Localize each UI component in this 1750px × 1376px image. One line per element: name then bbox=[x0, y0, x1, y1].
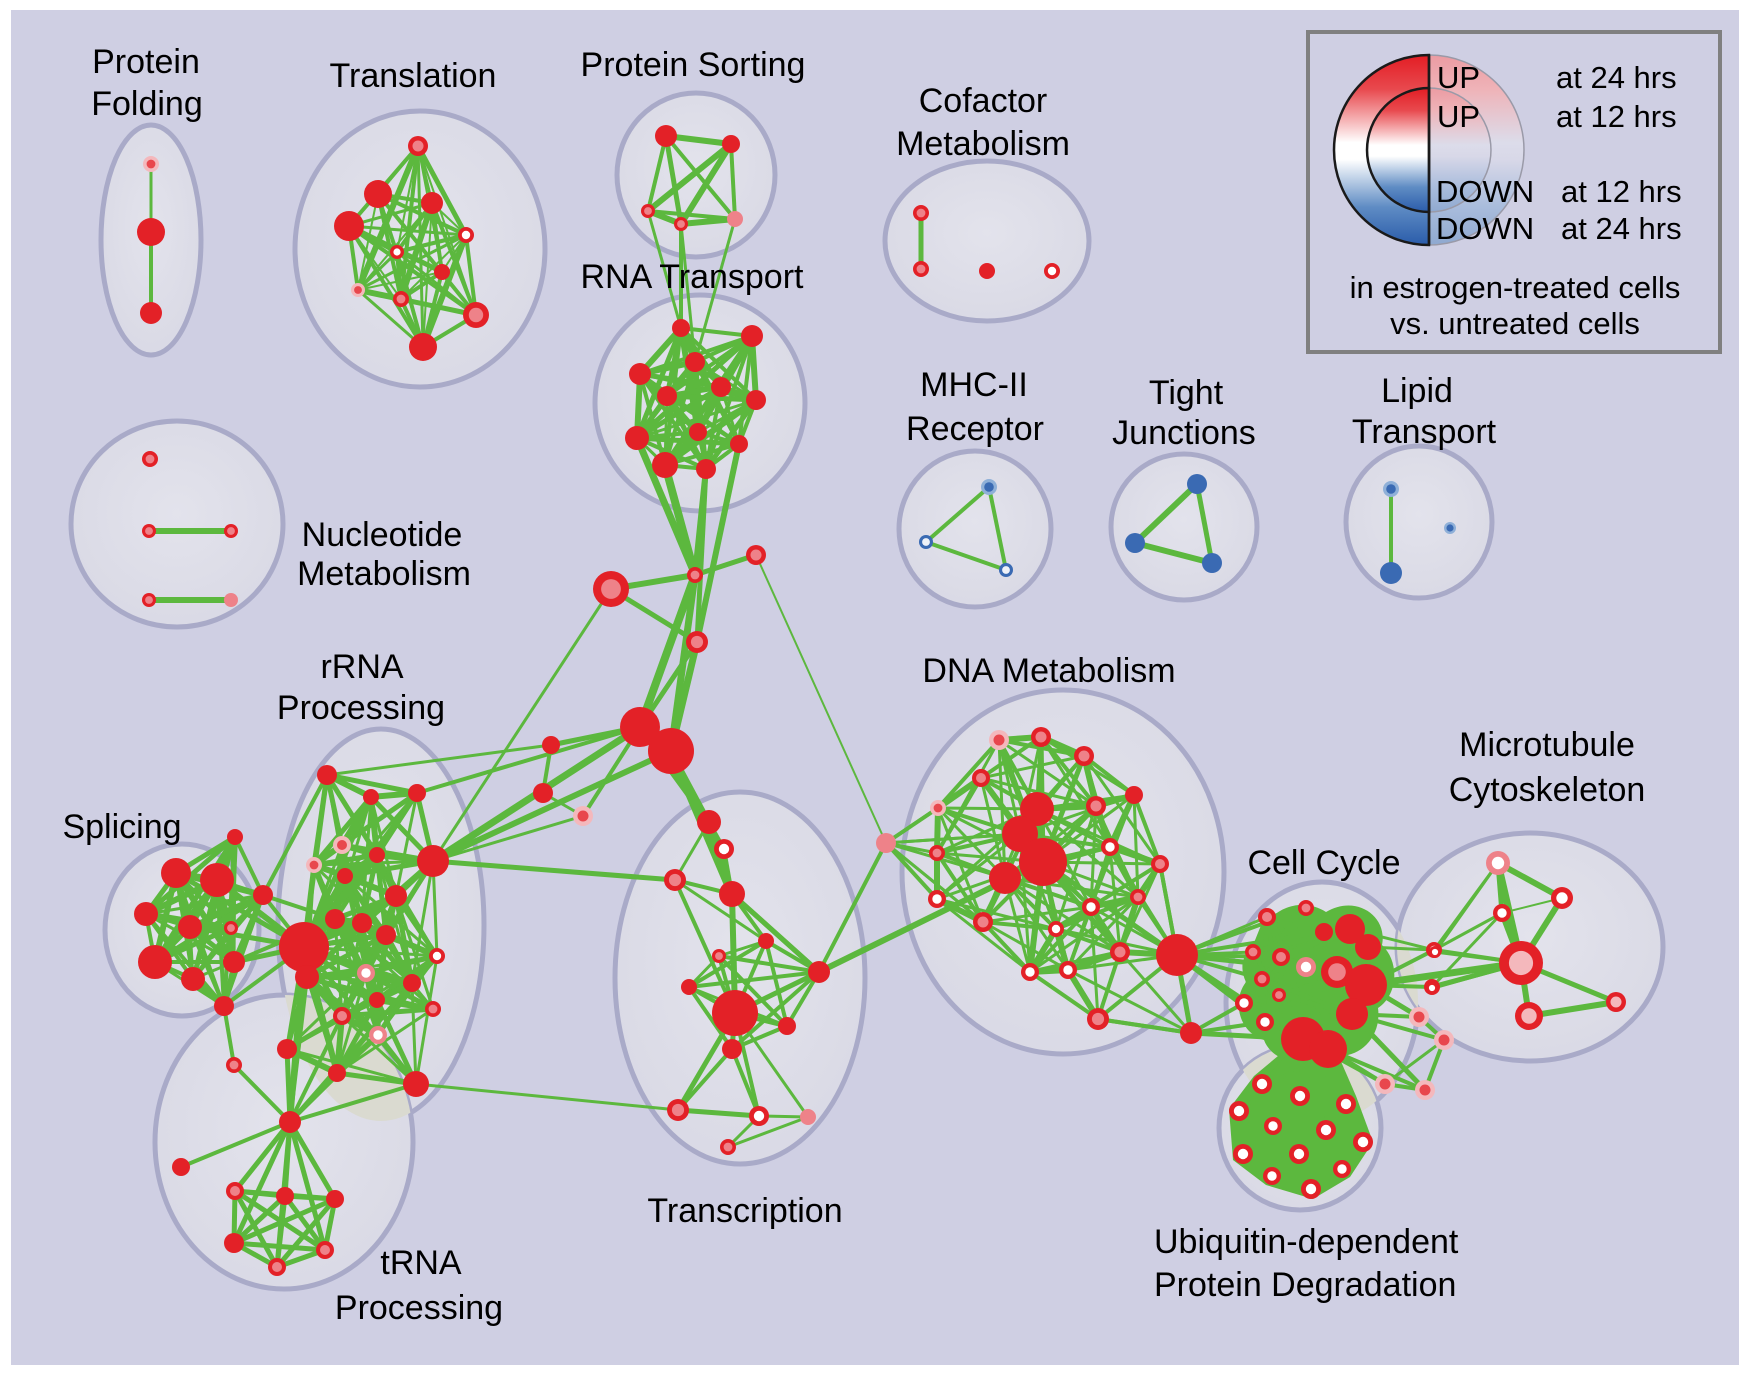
svg-text:Metabolism: Metabolism bbox=[896, 125, 1070, 163]
svg-text:Transport: Transport bbox=[1352, 413, 1497, 451]
svg-text:rRNA: rRNA bbox=[320, 648, 403, 686]
svg-text:vs. untreated cells: vs. untreated cells bbox=[1390, 306, 1640, 341]
svg-text:DOWN: DOWN bbox=[1436, 211, 1534, 246]
svg-text:at 12 hrs: at 12 hrs bbox=[1561, 174, 1682, 209]
svg-text:tRNA: tRNA bbox=[380, 1244, 462, 1282]
svg-text:Processing: Processing bbox=[277, 689, 445, 727]
svg-text:Processing: Processing bbox=[335, 1289, 503, 1327]
svg-text:Splicing: Splicing bbox=[62, 808, 181, 846]
svg-text:Transcription: Transcription bbox=[647, 1192, 842, 1230]
svg-text:Cytoskeleton: Cytoskeleton bbox=[1449, 771, 1646, 809]
svg-text:at 24 hrs: at 24 hrs bbox=[1561, 211, 1682, 246]
svg-text:RNA Transport: RNA Transport bbox=[581, 258, 805, 296]
svg-text:Microtubule: Microtubule bbox=[1459, 726, 1635, 764]
svg-text:Junctions: Junctions bbox=[1112, 414, 1256, 452]
svg-text:MHC-II: MHC-II bbox=[920, 366, 1028, 404]
svg-text:Nucleotide: Nucleotide bbox=[302, 516, 463, 554]
svg-text:DNA Metabolism: DNA Metabolism bbox=[922, 652, 1175, 690]
svg-text:Metabolism: Metabolism bbox=[297, 555, 471, 593]
svg-text:UP: UP bbox=[1437, 99, 1480, 134]
svg-text:Cell Cycle: Cell Cycle bbox=[1247, 844, 1400, 882]
svg-text:DOWN: DOWN bbox=[1436, 174, 1534, 209]
svg-text:Protein Sorting: Protein Sorting bbox=[581, 46, 806, 84]
svg-text:Ubiquitin-dependent: Ubiquitin-dependent bbox=[1154, 1223, 1459, 1261]
svg-text:Receptor: Receptor bbox=[906, 410, 1044, 448]
svg-text:in estrogen-treated cells: in estrogen-treated cells bbox=[1350, 270, 1681, 305]
svg-text:UP: UP bbox=[1437, 60, 1480, 95]
svg-text:Translation: Translation bbox=[330, 57, 497, 95]
svg-text:Tight: Tight bbox=[1149, 374, 1224, 412]
svg-text:at 12 hrs: at 12 hrs bbox=[1556, 99, 1677, 134]
svg-text:Protein Degradation: Protein Degradation bbox=[1154, 1266, 1456, 1304]
svg-text:at 24 hrs: at 24 hrs bbox=[1556, 60, 1677, 95]
svg-text:Folding: Folding bbox=[91, 85, 203, 123]
svg-text:Protein: Protein bbox=[92, 43, 200, 81]
svg-text:Lipid: Lipid bbox=[1381, 372, 1453, 410]
svg-text:Cofactor: Cofactor bbox=[919, 82, 1048, 120]
